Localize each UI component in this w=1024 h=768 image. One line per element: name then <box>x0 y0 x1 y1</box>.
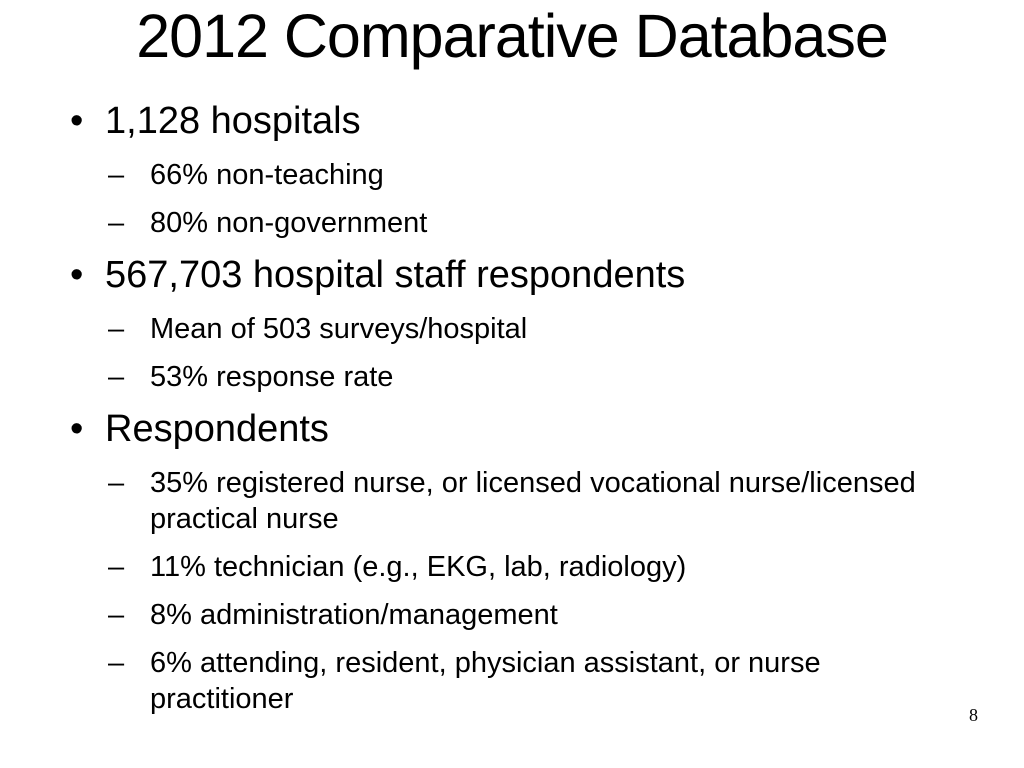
bullet-l2-text: 80% non-government <box>150 207 428 240</box>
dash-marker-icon: – <box>108 467 125 500</box>
bullet-l2: – Mean of 503 surveys/hospital <box>108 311 920 347</box>
bullet-group-respondent-roles: • Respondents – 35% registered nurse, or… <box>70 405 964 717</box>
dash-marker-icon: – <box>108 599 125 632</box>
bullet-l1-text: 1,128 hospitals <box>105 100 361 143</box>
dash-marker-icon: – <box>108 207 125 240</box>
bullet-l1-text: 567,703 hospital staff respondents <box>105 254 686 297</box>
bullet-dot-icon: • <box>70 100 84 143</box>
bullet-l2-text: 35% registered nurse, or licensed vocati… <box>150 467 916 536</box>
bullet-dot-icon: • <box>70 254 84 297</box>
bullet-l2: – 6% attending, resident, physician assi… <box>108 645 920 717</box>
dash-marker-icon: – <box>108 551 125 584</box>
dash-marker-icon: – <box>108 159 125 192</box>
slide-title: 2012 Comparative Database <box>136 2 889 70</box>
page-number: 8 <box>969 705 978 725</box>
bullet-l2: – 66% non-teaching <box>108 157 920 193</box>
bullet-l1: • 1,128 hospitals <box>70 97 964 145</box>
bullet-l1-text: Respondents <box>105 408 329 451</box>
slide-body: • 1,128 hospitals – 66% non-teaching – 8… <box>0 69 1024 717</box>
bullet-l2-text: 53% response rate <box>150 361 394 394</box>
dash-marker-icon: – <box>108 313 125 346</box>
bullet-group-hospitals: • 1,128 hospitals – 66% non-teaching – 8… <box>70 97 964 241</box>
bullet-l2: – 8% administration/management <box>108 597 920 633</box>
bullet-l2-text: 66% non-teaching <box>150 159 384 192</box>
dash-marker-icon: – <box>108 361 125 394</box>
bullet-l2: – 80% non-government <box>108 205 920 241</box>
bullet-group-respondents-count: • 567,703 hospital staff respondents – M… <box>70 251 964 395</box>
bullet-l2-text: Mean of 503 surveys/hospital <box>150 313 528 346</box>
bullet-l2: – 53% response rate <box>108 359 920 395</box>
bullet-l1: • Respondents <box>70 405 964 453</box>
dash-marker-icon: – <box>108 647 125 680</box>
bullet-l2: – 11% technician (e.g., EKG, lab, radiol… <box>108 549 920 585</box>
bullet-l2: – 35% registered nurse, or licensed voca… <box>108 465 920 537</box>
bullet-dot-icon: • <box>70 408 84 451</box>
bullet-l1: • 567,703 hospital staff respondents <box>70 251 964 299</box>
bullet-l2-text: 11% technician (e.g., EKG, lab, radiolog… <box>150 551 687 584</box>
bullet-l2-text: 6% attending, resident, physician assist… <box>150 647 821 716</box>
bullet-l2-text: 8% administration/management <box>150 599 558 632</box>
